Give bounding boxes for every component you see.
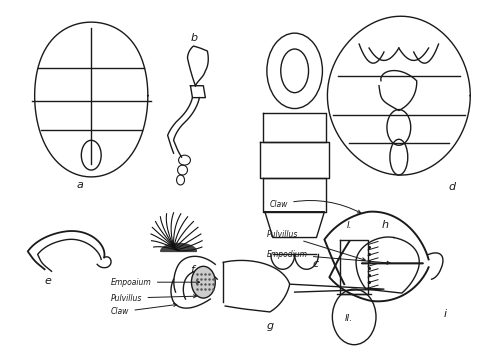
Text: e: e [44, 276, 52, 286]
Text: f: f [190, 265, 194, 275]
Polygon shape [160, 243, 196, 251]
Text: Claw: Claw [111, 303, 176, 316]
Text: Claw: Claw [270, 200, 360, 213]
Text: i: i [444, 309, 446, 319]
Text: Pulvillus: Pulvillus [267, 230, 366, 261]
Text: Empoaium: Empoaium [111, 278, 200, 287]
Text: I.: I. [346, 221, 352, 230]
Text: b: b [190, 33, 198, 43]
Text: g: g [267, 321, 274, 331]
Text: c: c [312, 259, 318, 269]
Ellipse shape [192, 266, 216, 298]
Text: Empodium: Empodium [267, 250, 390, 264]
Text: Pulvillus: Pulvillus [111, 293, 196, 303]
Text: II.: II. [345, 314, 354, 323]
Text: h: h [382, 220, 389, 230]
Text: a: a [76, 180, 83, 190]
Text: d: d [448, 182, 456, 192]
